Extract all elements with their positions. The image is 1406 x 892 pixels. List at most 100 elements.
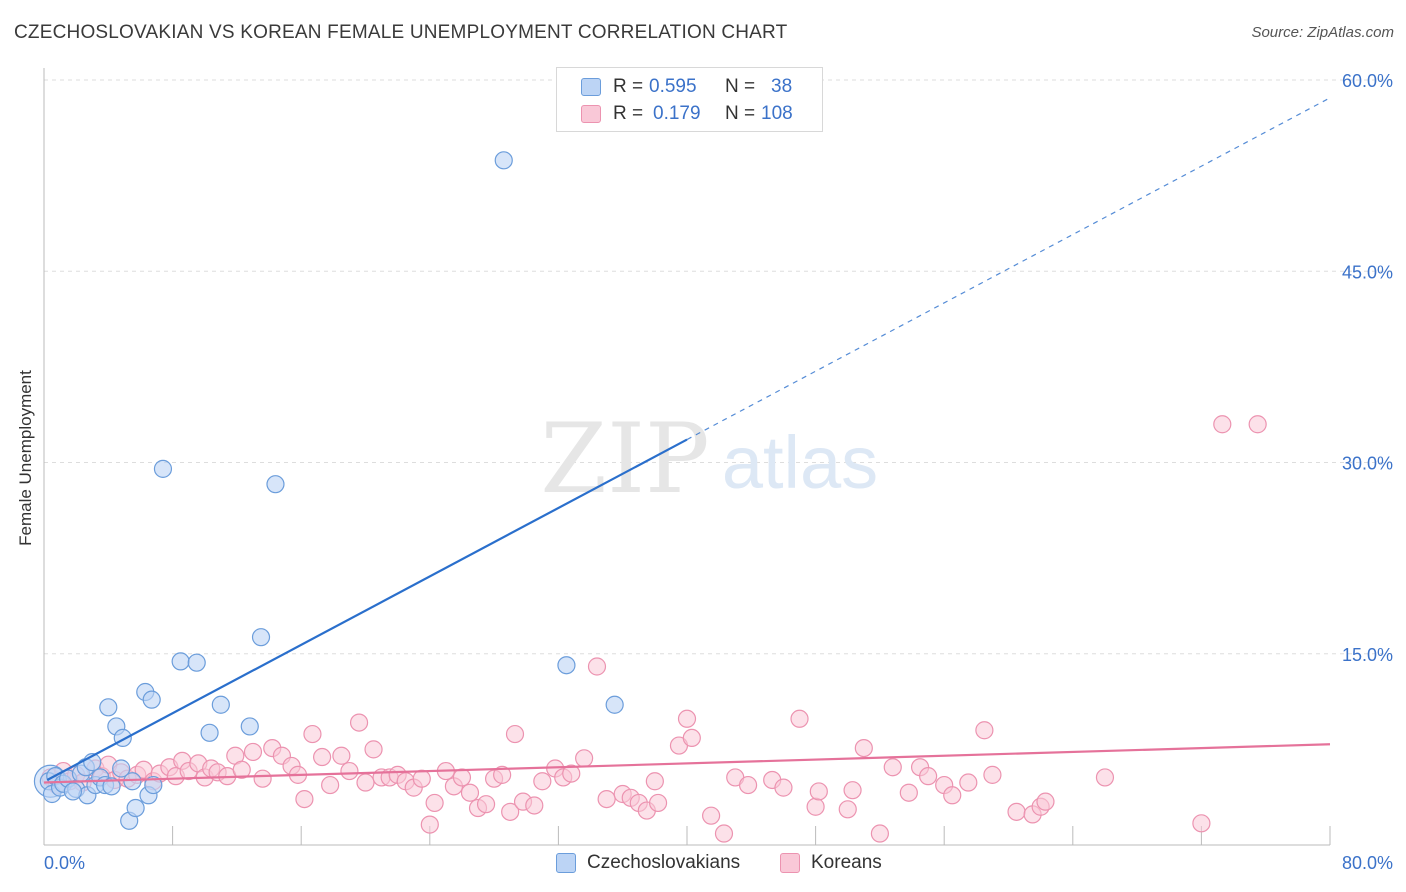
korean-point (702, 806, 721, 825)
korean-point (843, 781, 862, 800)
korean-point (253, 769, 272, 788)
korean-point (243, 742, 263, 762)
korean-point (420, 815, 439, 834)
legend-swatch-czech (581, 78, 601, 96)
korean-point (597, 789, 616, 809)
czech-point (200, 723, 219, 742)
korean-point (356, 773, 375, 792)
korean-point (476, 795, 496, 814)
watermark-zip: ZIP (540, 403, 709, 515)
korean-point (975, 721, 994, 740)
korean-point (714, 824, 734, 843)
korean-point (1007, 802, 1026, 821)
korean-point (340, 761, 359, 781)
legend-r-value-czech: 0.595 (649, 76, 697, 97)
korean-point (645, 772, 664, 791)
czech-point (123, 772, 142, 791)
korean-point (1213, 415, 1232, 434)
korean-point (790, 709, 809, 728)
y-tick-label: 60.0% (1342, 71, 1393, 91)
korean-point (364, 740, 383, 759)
korean-point (321, 775, 340, 795)
czech-point (99, 698, 118, 717)
czech-point (102, 777, 121, 796)
czech-point (171, 652, 190, 671)
axis-layer (43, 68, 1331, 846)
czech-points (33, 151, 624, 830)
source-label: Source: ZipAtlas.com (1251, 24, 1394, 41)
korean-point (412, 769, 431, 788)
korean-point (959, 773, 978, 792)
korean-point (232, 760, 251, 779)
czech-point (494, 151, 513, 170)
tick-labels: 15.0% 30.0% 45.0% 60.0% 0.0% 80.0% (44, 71, 1393, 873)
korean-point (883, 758, 902, 777)
korean-point (1095, 768, 1115, 787)
chart-title: CZECHOSLOVAKIAN VS KOREAN FEMALE UNEMPLO… (14, 22, 788, 43)
korean-point (899, 783, 918, 802)
korean-point (303, 724, 322, 744)
korean-point (983, 765, 1002, 784)
korean-point (809, 782, 828, 801)
korean-point (460, 783, 480, 802)
korean-point (1036, 792, 1055, 811)
x-tick-label-max: 80.0% (1342, 853, 1393, 873)
grid-layer (44, 79, 1393, 655)
czech-point (557, 656, 576, 675)
korean-point (505, 724, 525, 744)
czech-point (63, 782, 83, 801)
czech-point (126, 798, 145, 818)
czech-point (153, 459, 173, 478)
czech-point (211, 695, 230, 714)
czech-trend-extension (686, 97, 1331, 441)
czech-point (144, 775, 163, 795)
korean-point (838, 800, 857, 819)
korean-point (774, 778, 793, 797)
bottom-legend-label-korean: Koreans (811, 852, 882, 873)
korean-point (575, 749, 594, 768)
korean-point (1248, 415, 1267, 434)
korean-point (332, 746, 351, 765)
korean-point (425, 793, 444, 813)
korean-points (41, 415, 1267, 843)
watermark: ZIP atlas (540, 403, 878, 515)
czech-point (112, 759, 131, 778)
legend-n-value-czech: 38 (771, 76, 793, 97)
korean-point (648, 793, 668, 813)
y-tick-label: 15.0% (1342, 645, 1393, 665)
trend-lines (43, 97, 1331, 784)
korean-trend-line (43, 743, 1331, 784)
legend-n-value-korean: 108 (761, 103, 793, 124)
legend-swatch-korean (581, 105, 601, 123)
czech-point (605, 695, 624, 714)
korean-point (1192, 814, 1211, 833)
bottom-legend-swatch-czech (556, 853, 576, 873)
korean-point (943, 786, 962, 805)
legend-r-label: R = (613, 103, 644, 124)
korean-point (806, 797, 825, 816)
czech-point (251, 628, 271, 647)
bottom-legend-label-czech: Czechoslovakians (587, 852, 741, 873)
y-tick-label: 45.0% (1342, 262, 1393, 282)
korean-point (525, 796, 544, 815)
x-tick-label-min: 0.0% (44, 853, 85, 873)
korean-point (562, 764, 581, 783)
correlation-legend: R = 0.595 N = 38 R = 0.179 N = 108 (556, 67, 823, 132)
czech-point (240, 717, 259, 736)
korean-point (738, 775, 758, 795)
korean-point (587, 657, 607, 676)
legend-r-value-korean: 0.179 (653, 103, 701, 124)
korean-point (919, 767, 938, 786)
legend-n-label: N = (725, 103, 756, 124)
korean-point (493, 765, 512, 784)
legend-r-label: R = (613, 76, 644, 97)
bottom-legend-swatch-korean (780, 853, 800, 873)
y-tick-label: 30.0% (1342, 454, 1393, 474)
czech-point (187, 653, 206, 672)
korean-point (677, 709, 697, 728)
korean-point (349, 713, 369, 732)
czech-point (142, 690, 161, 709)
korean-point (682, 728, 701, 748)
korean-point (295, 789, 314, 809)
